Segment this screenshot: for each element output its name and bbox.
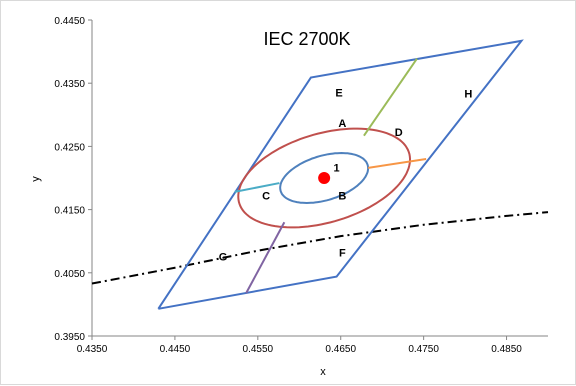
- chart-title: IEC 2700K: [263, 29, 350, 49]
- x-tick-label: 0.4550: [243, 344, 274, 355]
- region-label: A: [338, 118, 346, 130]
- region-label: E: [335, 88, 342, 100]
- center-point: [318, 172, 331, 184]
- y-tick-label: 0.4050: [54, 269, 85, 280]
- x-tick-label: 0.4750: [408, 344, 439, 355]
- region-label: D: [395, 127, 403, 139]
- y-tick-label: 0.4150: [54, 206, 85, 217]
- y-axis-label: y: [30, 176, 42, 182]
- region-label: C: [262, 191, 270, 203]
- line-to-left-segment: [234, 182, 280, 193]
- y-tick-label: 0.4250: [54, 142, 85, 153]
- x-tick-label: 0.4850: [491, 344, 522, 355]
- region-label: H: [464, 88, 472, 100]
- inner-ellipse: [279, 151, 370, 205]
- region-label: 1: [334, 162, 340, 174]
- quadrangle-outline: [157, 39, 524, 310]
- region-label: F: [339, 248, 346, 260]
- line-to-lower-left-segment: [245, 221, 286, 294]
- line-to-right-segment: [367, 158, 427, 169]
- x-tick-label: 0.4450: [160, 344, 191, 355]
- x-axis-label: x: [320, 366, 326, 378]
- x-tick-label: 0.4350: [77, 344, 108, 355]
- y-tick-label: 0.4450: [54, 16, 85, 27]
- line-to-upper-right-segment: [363, 57, 418, 137]
- region-label: B: [338, 191, 346, 203]
- planckian-locus-line: [91, 211, 549, 285]
- y-tick-label: 0.4350: [54, 79, 85, 90]
- x-tick-label: 0.4650: [325, 344, 356, 355]
- region-label: G: [219, 251, 228, 263]
- outer-ellipse: [237, 127, 411, 229]
- y-tick-label: 0.3950: [54, 332, 85, 343]
